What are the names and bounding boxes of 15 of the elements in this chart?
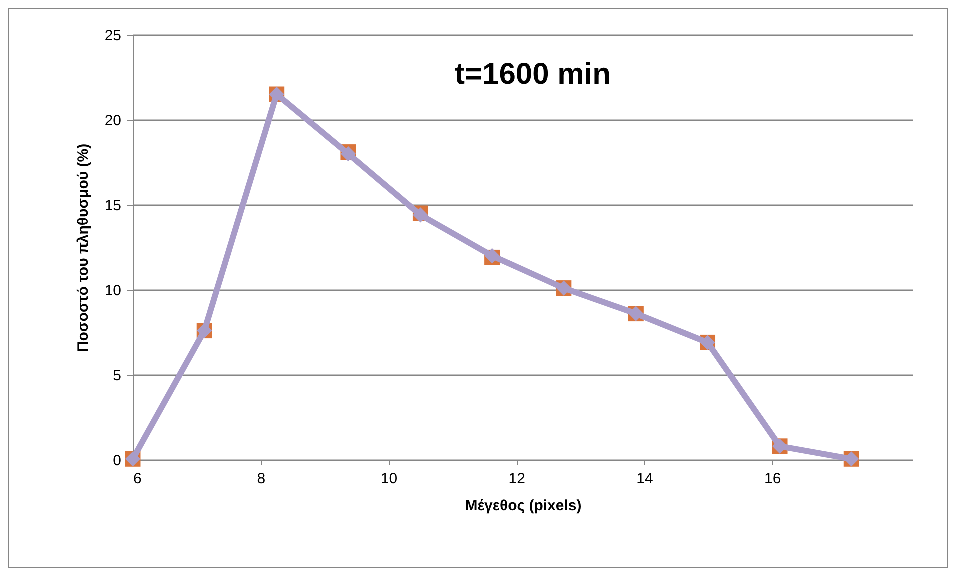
y-tick-label: 25 bbox=[104, 28, 122, 44]
y-tick-label: 5 bbox=[113, 368, 122, 384]
y-tick-label: 15 bbox=[104, 198, 122, 214]
y-axis-title: Ποσοστό του πληθυσμού (%) bbox=[74, 144, 92, 352]
y-tick-label: 10 bbox=[104, 282, 122, 300]
x-tick-label: 8 bbox=[257, 470, 266, 488]
x-tick-label: 6 bbox=[134, 470, 142, 488]
x-tick-label: 12 bbox=[508, 470, 526, 488]
x-tick-label: 10 bbox=[380, 470, 398, 488]
x-tick-label: 16 bbox=[764, 470, 782, 488]
y-tick-label: 0 bbox=[113, 452, 122, 470]
x-tick-label: 14 bbox=[636, 470, 654, 488]
x-axis-title: Μέγεθος (pixels) bbox=[465, 498, 582, 514]
y-tick-label: 20 bbox=[104, 112, 122, 130]
text: t=1600 min bbox=[455, 58, 611, 91]
